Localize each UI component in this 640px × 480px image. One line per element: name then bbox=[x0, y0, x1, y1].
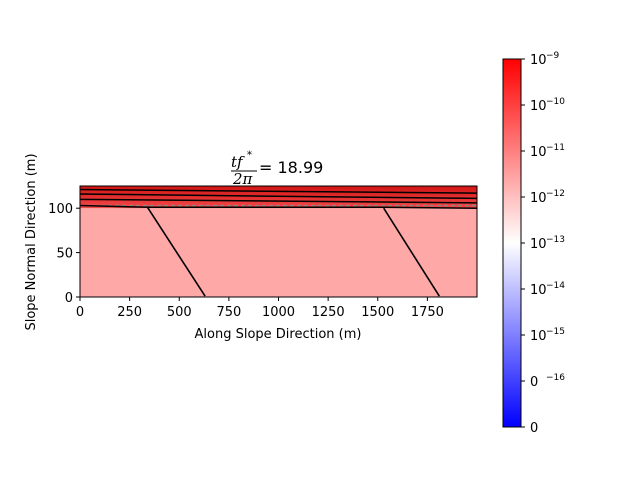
colorbar-tick-label: 10 bbox=[530, 145, 547, 160]
colorbar-tick-label: 0 bbox=[530, 421, 538, 436]
y-tick-label: 100 bbox=[48, 202, 73, 217]
contour-line-2 bbox=[80, 193, 477, 200]
colorbar-tick-label: 10 bbox=[530, 283, 547, 298]
fault-line-1 bbox=[146, 206, 206, 297]
x-tick-label: 1000 bbox=[262, 305, 295, 320]
colorbar-tick-exponent: −14 bbox=[546, 281, 565, 291]
colorbar-tick-label: 10 bbox=[530, 53, 547, 68]
x-axis: 0 250 500 750 1000 1250 1500 1750 bbox=[76, 297, 444, 320]
colorbar-tick-exponent: −13 bbox=[546, 235, 565, 245]
y-tick-label: 50 bbox=[56, 247, 73, 262]
x-tick-label: 500 bbox=[167, 305, 192, 320]
y-axis: 0 50 100 bbox=[48, 202, 80, 306]
colorbar-tick-exponent: −16 bbox=[546, 373, 565, 383]
fault-line-2 bbox=[383, 207, 440, 297]
interface-line bbox=[80, 204, 477, 209]
y-axis-label: Slope Normal Direction (m) bbox=[24, 153, 39, 330]
colorbar-tick-label: 10 bbox=[530, 191, 547, 206]
colorbar-tick-exponent: −9 bbox=[546, 51, 560, 61]
colorbar-tick-label: 10 bbox=[530, 99, 547, 114]
x-axis-label: Along Slope Direction (m) bbox=[195, 327, 362, 342]
colorbar-tick-label: 10 bbox=[530, 329, 547, 344]
x-tick-label: 1750 bbox=[411, 305, 444, 320]
x-tick-label: 250 bbox=[117, 305, 142, 320]
x-tick-label: 750 bbox=[216, 305, 241, 320]
x-tick-label: 1250 bbox=[312, 305, 345, 320]
contour-line-3 bbox=[80, 198, 477, 204]
title-denominator: 2π bbox=[232, 170, 254, 188]
title-equals: = 18.99 bbox=[259, 158, 323, 177]
colorbar-tick-exponent: −12 bbox=[546, 189, 565, 199]
colorbar-tick-exponent: −10 bbox=[546, 97, 565, 107]
colorbar-tick-label: 0 bbox=[530, 375, 538, 390]
colorbar-tick-exponent: −11 bbox=[546, 143, 565, 153]
colorbar-tick-exponent: −15 bbox=[546, 327, 565, 337]
contour-line-1 bbox=[80, 188, 477, 194]
chart-title: tf * 2π = 18.99 bbox=[231, 150, 323, 188]
x-tick-label: 1500 bbox=[361, 305, 394, 320]
title-numerator: tf bbox=[231, 153, 245, 171]
y-tick-label: 0 bbox=[65, 291, 73, 306]
title-superscript: * bbox=[247, 150, 252, 161]
plot-area bbox=[80, 186, 477, 297]
colorbar-tick-label: 10 bbox=[530, 237, 547, 252]
lower-region bbox=[80, 208, 477, 297]
x-tick-label: 0 bbox=[76, 305, 84, 320]
colorbar-gradient bbox=[502, 58, 522, 428]
